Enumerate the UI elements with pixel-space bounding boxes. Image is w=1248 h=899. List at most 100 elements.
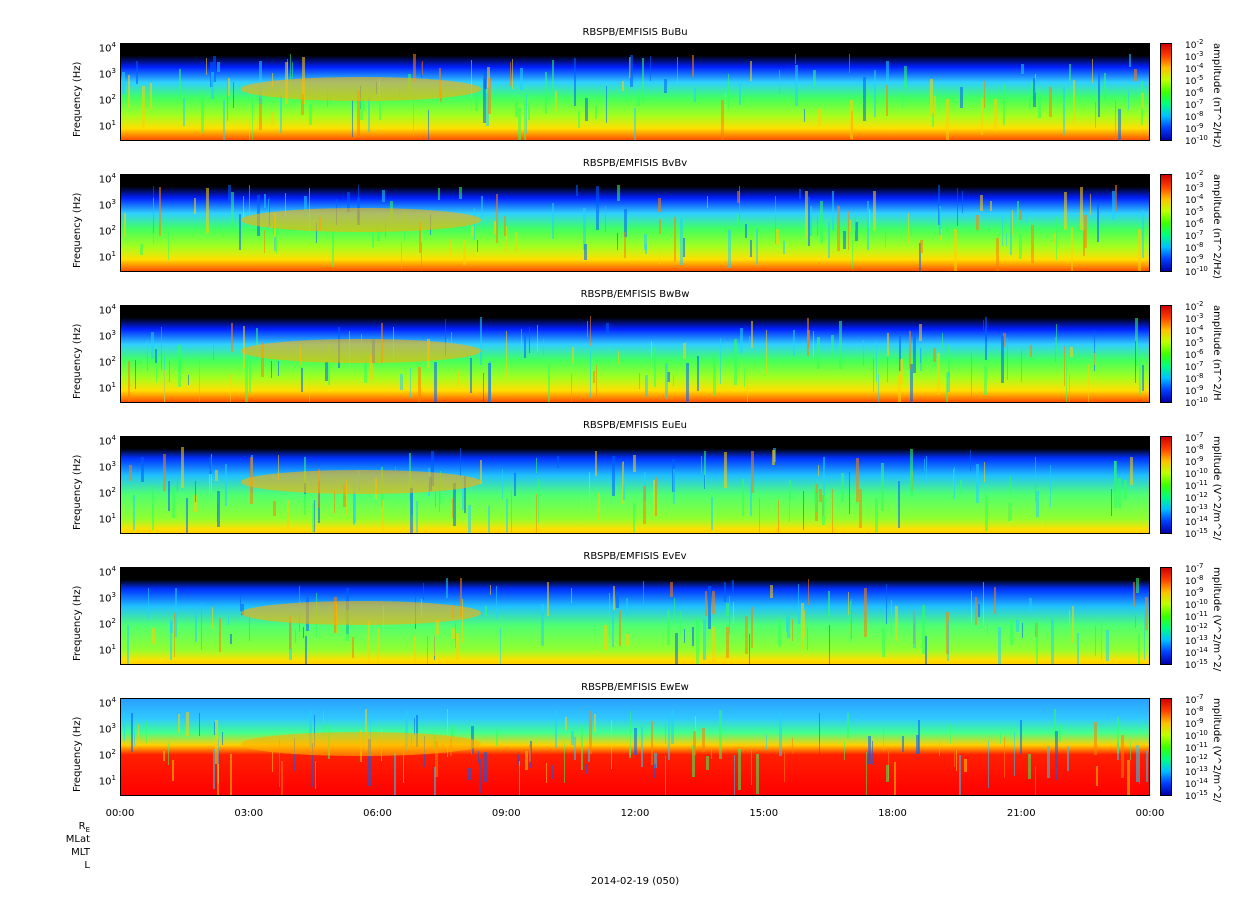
spectral-streak xyxy=(704,475,705,489)
spectral-streak xyxy=(151,332,154,359)
spectral-streak xyxy=(617,233,618,250)
spectral-streak xyxy=(581,498,582,521)
spectral-streak xyxy=(413,100,414,136)
spectral-streak xyxy=(379,100,381,120)
spectral-streak xyxy=(347,192,350,212)
spectral-streak xyxy=(261,342,264,377)
spectral-streak xyxy=(517,754,519,765)
spectral-streak xyxy=(922,605,925,654)
colorbar xyxy=(1160,43,1172,141)
spectral-streak xyxy=(828,222,830,258)
spectral-streak xyxy=(971,353,972,399)
spectral-streak xyxy=(1064,192,1067,230)
colorbar-tick-label: 10-9 xyxy=(1185,122,1204,135)
spectral-streak xyxy=(483,373,484,402)
colorbar-tick-label: 10-8 xyxy=(1185,241,1204,254)
spectral-streak xyxy=(728,230,731,268)
colorbar-tick-label: 10-4 xyxy=(1185,324,1204,337)
panel-title: RBSPB/EMFISIS EuEu xyxy=(582,420,688,431)
spectral-streak xyxy=(468,505,471,533)
spectral-streak xyxy=(1095,626,1096,656)
spectral-streak xyxy=(772,450,775,465)
colorbar-tick-label: 10-8 xyxy=(1185,443,1204,456)
spectral-streak xyxy=(832,489,833,533)
spectral-streak xyxy=(779,70,780,94)
spectral-streak xyxy=(1041,88,1042,101)
spectral-streak xyxy=(365,709,367,750)
spectral-streak xyxy=(1022,623,1023,638)
spectral-streak xyxy=(528,103,530,120)
spectral-streak xyxy=(589,472,590,513)
panel-title: RBSPB/EMFISIS EvEv xyxy=(583,551,687,562)
spectral-streak xyxy=(680,218,683,265)
spectral-streak xyxy=(249,351,251,393)
spectral-streak xyxy=(1127,760,1130,795)
spectral-streak xyxy=(496,194,498,243)
spectral-streak xyxy=(886,61,889,81)
spectral-streak xyxy=(724,582,726,602)
spectral-streak xyxy=(127,625,129,664)
spectral-streak xyxy=(1128,91,1129,110)
spectral-streak xyxy=(883,721,884,751)
spectral-streak xyxy=(1118,109,1121,140)
spectral-streak xyxy=(960,87,963,108)
spectral-streak xyxy=(970,450,971,471)
spectral-streak xyxy=(1101,615,1102,660)
spectral-streak xyxy=(352,100,353,137)
spectral-streak xyxy=(619,610,621,646)
spectral-streak xyxy=(1066,354,1067,402)
spectral-streak xyxy=(524,99,526,140)
spectral-streak xyxy=(434,636,435,656)
spectral-streak xyxy=(239,214,241,250)
spectral-streak xyxy=(146,722,147,743)
spectral-streak xyxy=(798,584,799,607)
colorbar-tick-label: 10-6 xyxy=(1185,217,1204,230)
spectral-streak xyxy=(228,615,229,625)
spectral-streak xyxy=(789,481,790,522)
spectral-streak xyxy=(855,211,856,231)
y-tick-label: 102 xyxy=(98,617,116,631)
spectral-streak xyxy=(868,736,871,764)
spectral-streak xyxy=(596,365,597,402)
spectral-streak xyxy=(459,187,462,199)
spectral-streak xyxy=(873,191,876,231)
spectral-streak xyxy=(1097,204,1099,242)
spectral-streak xyxy=(799,189,801,199)
spectral-streak xyxy=(153,198,154,244)
spectral-streak xyxy=(617,185,620,201)
x-tick-label: 03:00 xyxy=(234,808,264,819)
spectral-streak xyxy=(670,582,673,597)
spectral-streak xyxy=(725,93,726,122)
spectral-streak xyxy=(309,711,312,748)
spectral-streak xyxy=(713,352,716,396)
spectral-streak xyxy=(133,495,135,530)
spectral-streak xyxy=(585,98,588,121)
spectral-streak xyxy=(372,233,374,248)
spectral-streak xyxy=(552,60,554,93)
spectral-streak xyxy=(918,720,920,754)
spectral-streak xyxy=(519,761,520,795)
spectral-streak xyxy=(1114,461,1117,508)
spectral-streak xyxy=(452,628,455,639)
spectral-streak xyxy=(804,109,805,122)
spectral-streak xyxy=(460,578,462,617)
spectral-streak xyxy=(721,100,724,140)
spectral-streak xyxy=(474,208,475,240)
x-tick-label: 12:00 xyxy=(620,808,650,819)
spectral-streak xyxy=(206,188,209,233)
spectral-streak xyxy=(233,82,234,108)
spectral-streak xyxy=(822,495,825,525)
spectral-streak xyxy=(668,716,670,760)
colorbar-title: amplitude (nT^2/Hz) xyxy=(1211,174,1222,279)
spectral-streak xyxy=(819,489,822,502)
spectral-streak xyxy=(571,374,572,402)
spectral-streak xyxy=(1008,503,1011,521)
spectral-streak xyxy=(795,65,798,106)
spectral-streak xyxy=(400,374,403,390)
spectral-streak xyxy=(665,756,666,795)
spectral-streak xyxy=(276,221,277,254)
spectral-streak xyxy=(1035,74,1036,93)
spectral-streak xyxy=(803,491,804,530)
spectral-streak xyxy=(1001,336,1004,383)
spectral-streak xyxy=(872,741,873,765)
